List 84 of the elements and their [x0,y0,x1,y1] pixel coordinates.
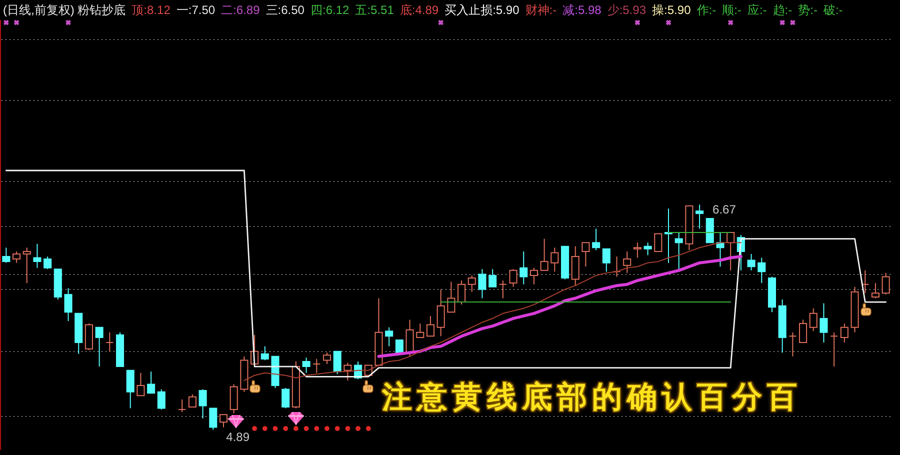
candlestick [540,238,548,271]
text: 二:6.89 [221,2,260,19]
candlestick [820,302,828,343]
candlestick [509,268,518,288]
candlestick [633,242,642,258]
candlestick [592,228,600,251]
candlestick [230,384,238,414]
candlestick [426,315,434,337]
candlestick [157,388,166,410]
text: 势:- [798,2,818,19]
text: 顺:- [722,2,742,19]
candlestick [478,268,486,299]
candlestick [550,247,559,272]
candlestick [674,232,683,271]
annotation: 注意黄线底部的确认百分百 [382,379,802,417]
candlestick [696,204,704,230]
candlestick [809,308,818,332]
candlestick [282,388,290,409]
candlestick [861,270,870,294]
text: 少:5.93 [607,2,646,19]
text: 一:7.50 [176,2,216,19]
candlestick [188,394,196,408]
candlestick [468,274,476,292]
candlestick [136,372,145,396]
candlestick [147,371,156,394]
candlestick [530,267,538,285]
candlestick [488,268,497,288]
candlestick [22,247,31,284]
candlestick [126,370,134,409]
candlestick [644,242,652,256]
text: 财神:- [525,2,557,19]
candlestick [219,414,228,428]
text: 破:- [823,2,843,19]
candlestick [840,323,848,343]
candlestick [758,257,766,284]
candlestick [612,256,621,278]
candlestick [436,288,445,337]
candlestick [406,319,414,357]
candlestick [871,282,880,299]
chart-title: (日线,前复权) 粉钻抄底 [3,2,126,19]
candlestick [623,250,632,274]
candlestick [799,319,808,343]
candlestick [333,350,342,375]
candlestick [302,357,310,374]
candlestick [44,256,52,270]
candlestick [571,246,580,286]
text: 顶:8.12 [132,2,170,19]
candlestick [33,243,42,268]
candlestick [747,253,756,271]
candlestick [788,332,797,357]
candlestick [322,352,332,364]
candlestick [64,288,72,322]
text: 操:5.90 [652,2,691,19]
text: 6.67 [712,202,736,217]
candlestick [178,398,186,413]
candlestick [458,280,466,306]
candlestick [416,323,424,338]
text: 底:4.89 [400,2,439,19]
candlestick [520,250,528,285]
text: 趋:- [772,2,792,19]
text: 4.89 [226,430,250,444]
candlestick [830,332,838,368]
text: 四:6.12 [310,2,350,19]
candlestick [498,280,507,299]
candlestick [106,332,114,352]
text: 应:- [747,2,767,19]
text: 五:5.51 [355,2,394,19]
candlestick [209,408,218,430]
candlestick [654,233,662,252]
candlestick [198,388,207,419]
text: 减:5.98 [562,2,602,19]
text: 买入止损:5.90 [444,2,520,19]
candlestick [95,326,104,368]
candlestick [344,362,352,381]
candlestick [447,281,456,313]
candlestick [582,242,590,268]
candlestick [260,346,269,361]
candlestick [385,326,394,347]
text: 作:- [696,2,716,19]
candlestick [12,250,21,264]
text: 三:6.50 [266,2,304,19]
candlestick [602,248,610,272]
candlestick [312,358,321,374]
candlestick [2,247,10,264]
